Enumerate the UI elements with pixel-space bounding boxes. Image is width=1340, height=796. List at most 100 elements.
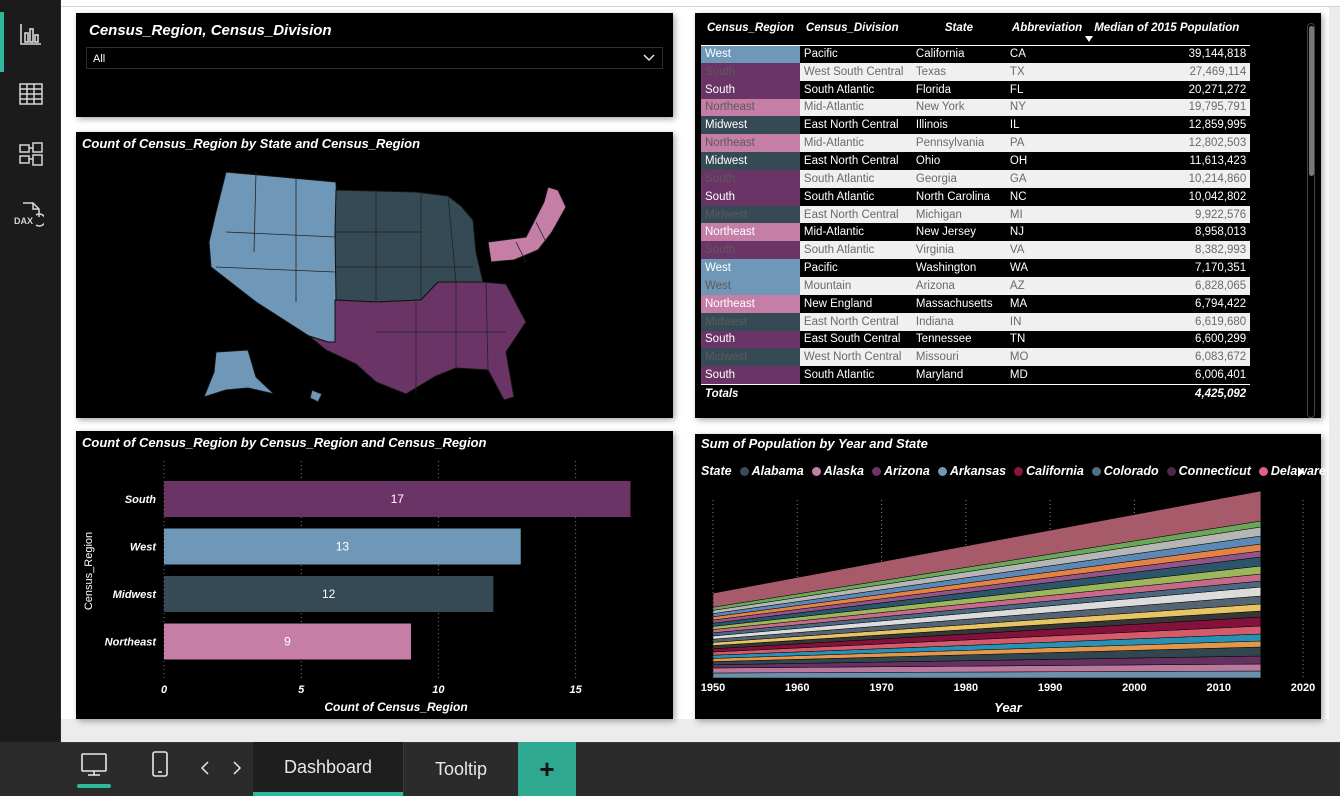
area-band[interactable] xyxy=(712,490,1262,608)
next-page-icon[interactable] xyxy=(232,761,242,780)
table-row[interactable]: South South Atlantic North Carolina NC 10,04… xyxy=(701,187,1251,206)
legend-item-label[interactable]: California xyxy=(1026,464,1084,478)
table-row[interactable]: West Mountain Arizona AZ 6,828,065 xyxy=(701,276,1251,295)
legend-item-label[interactable]: Colorado xyxy=(1103,464,1159,478)
model-view-icon[interactable] xyxy=(0,126,61,182)
report-view-icon[interactable] xyxy=(0,6,61,72)
report-canvas-area: Census_Region, Census_Division All Count… xyxy=(61,0,1340,742)
table-cell: TX xyxy=(1005,62,1089,81)
x-tick-label: 1970 xyxy=(869,682,893,694)
prev-page-icon[interactable] xyxy=(200,761,210,780)
table-row[interactable]: South West South Central Texas TX 27,469,114 xyxy=(701,62,1251,81)
region-cell: Northeast xyxy=(701,223,800,242)
census-slicer[interactable]: Census_Region, Census_Division All xyxy=(76,13,673,117)
dax-query-view-icon[interactable] xyxy=(0,186,61,242)
table-row[interactable]: Midwest East North Central Ohio OH 11,613,42… xyxy=(701,152,1251,170)
table-cell: CA xyxy=(1005,45,1089,63)
legend-item-label[interactable]: Alabama xyxy=(751,464,804,478)
totals-empty xyxy=(1005,383,1089,405)
table-cell: South Atlantic xyxy=(799,169,912,188)
bar-chart-visual[interactable]: Count of Census_Region by Census_Region … xyxy=(76,431,673,719)
col-header-label: Median of 2015 Population xyxy=(1094,22,1240,34)
table-row[interactable]: South South Atlantic Maryland MD 6,006,401 xyxy=(701,366,1251,385)
area-chart-visual[interactable]: Sum of Population by Year and State Stat… xyxy=(695,434,1326,719)
table-row[interactable]: Northeast New England Massachusetts MA 6,794… xyxy=(701,294,1251,313)
map-region-hawaii xyxy=(309,389,323,403)
table-cell: IN xyxy=(1005,312,1089,331)
table-row[interactable]: Northeast Mid-Atlantic New York NY 19,795,79… xyxy=(701,98,1251,117)
tab-tooltip[interactable]: Tooltip xyxy=(403,742,518,796)
us-map xyxy=(203,171,567,403)
x-axis-title: Count of Census_Region xyxy=(324,700,467,714)
y-tick-label: West xyxy=(130,542,157,554)
map-region-alaska xyxy=(203,349,276,398)
col-header[interactable]: Census_Division xyxy=(799,19,912,46)
table-cell: New Jersey xyxy=(911,223,1006,242)
legend-next-icon[interactable] xyxy=(1296,466,1306,478)
legend-item-label[interactable]: Alaska xyxy=(823,464,864,478)
table-cell: 11,613,423 xyxy=(1088,152,1251,170)
mobile-view-icon[interactable] xyxy=(150,750,170,778)
legend-item-label[interactable]: Connecticut xyxy=(1178,464,1251,478)
table-cell: 6,619,680 xyxy=(1088,312,1251,331)
table-cell: OH xyxy=(1005,152,1089,170)
bar-south[interactable] xyxy=(164,481,631,517)
region-cell: Northeast xyxy=(701,134,800,153)
table-cell: New England xyxy=(799,294,912,313)
totals-empty xyxy=(911,383,1006,405)
table-cell: Florida xyxy=(911,80,1006,99)
table-row[interactable]: Northeast Mid-Atlantic Pennsylvania PA 12,80… xyxy=(701,134,1251,153)
table-cell: Pennsylvania xyxy=(911,134,1006,153)
table-cell: Ohio xyxy=(911,152,1006,170)
table-cell: Michigan xyxy=(911,205,1006,224)
add-page-button[interactable]: + xyxy=(518,742,576,796)
table-cell: Mid-Atlantic xyxy=(799,134,912,153)
legend-item-label[interactable]: Arkansas xyxy=(949,464,1007,478)
table-cell: FL xyxy=(1005,80,1089,99)
bar-northeast[interactable] xyxy=(164,623,411,660)
table-cell: East North Central xyxy=(799,116,912,135)
table-cell: Texas xyxy=(911,62,1006,81)
bar-data-label: 9 xyxy=(284,635,291,649)
table-cell: East South Central xyxy=(799,330,912,349)
bar-midwest[interactable] xyxy=(164,576,494,612)
region-cell: South xyxy=(701,62,800,81)
bar-west[interactable] xyxy=(164,528,521,565)
y-tick-label: Northeast xyxy=(105,637,158,649)
table-row[interactable]: South South Atlantic Virginia VA 8,382,993 xyxy=(701,241,1251,260)
table-row[interactable]: South East South Central Tennessee TN 6,600,… xyxy=(701,330,1251,349)
table-row[interactable]: Midwest East North Central Illinois IL 12,85… xyxy=(701,116,1251,135)
totals-value: 4,425,092 xyxy=(1088,383,1251,405)
tab-dashboard[interactable]: Dashboard xyxy=(253,742,403,796)
table-cell: Indiana xyxy=(911,312,1006,331)
col-header[interactable]: Census_Region xyxy=(701,19,800,46)
table-row[interactable]: Midwest West North Central Missouri MO 6,083… xyxy=(701,348,1251,367)
table-row[interactable]: South South Atlantic Florida FL 20,271,272 xyxy=(701,80,1251,99)
totals-empty xyxy=(799,383,912,405)
col-header[interactable]: State xyxy=(911,19,1006,46)
table-visual[interactable]: Census_Region Census_Division State Abbr… xyxy=(695,13,1321,418)
legend-marker xyxy=(1091,466,1101,476)
desktop-view-icon[interactable] xyxy=(76,748,112,790)
table-row[interactable]: Northeast Mid-Atlantic New Jersey NJ 8,958,0… xyxy=(701,223,1251,242)
table-view-icon[interactable] xyxy=(0,66,61,122)
table-scrollbar[interactable] xyxy=(1307,23,1315,418)
slicer-dropdown[interactable]: All xyxy=(86,47,663,69)
table-row[interactable]: Midwest East North Central Indiana IN 6,619,… xyxy=(701,312,1251,331)
region-cell: West xyxy=(701,276,800,295)
table-row[interactable]: West Pacific California CA 39,144,818 xyxy=(701,45,1251,63)
table-row[interactable]: South South Atlantic Georgia GA 10,214,860 xyxy=(701,169,1251,188)
table-row[interactable]: West Pacific Washington WA 7,170,351 xyxy=(701,259,1251,277)
table-scrollbar-thumb[interactable] xyxy=(1309,26,1314,176)
table-cell: TN xyxy=(1005,330,1089,349)
chevron-down-icon xyxy=(643,54,655,62)
table-row[interactable]: Midwest East North Central Michigan MI 9,922… xyxy=(701,205,1251,224)
map-region-northeast xyxy=(487,186,567,263)
legend-item-label[interactable]: Arizona xyxy=(884,464,930,478)
x-tick-label: 1960 xyxy=(785,682,809,694)
filled-map-visual[interactable]: Count of Census_Region by State and Cens… xyxy=(76,132,673,418)
view-switcher-rail: DAX xyxy=(0,0,61,742)
col-header[interactable]: Abbreviation xyxy=(1005,19,1089,46)
x-tick-label: 2000 xyxy=(1122,682,1146,694)
col-header-sorted[interactable]: Median of 2015 Population xyxy=(1085,19,1251,46)
